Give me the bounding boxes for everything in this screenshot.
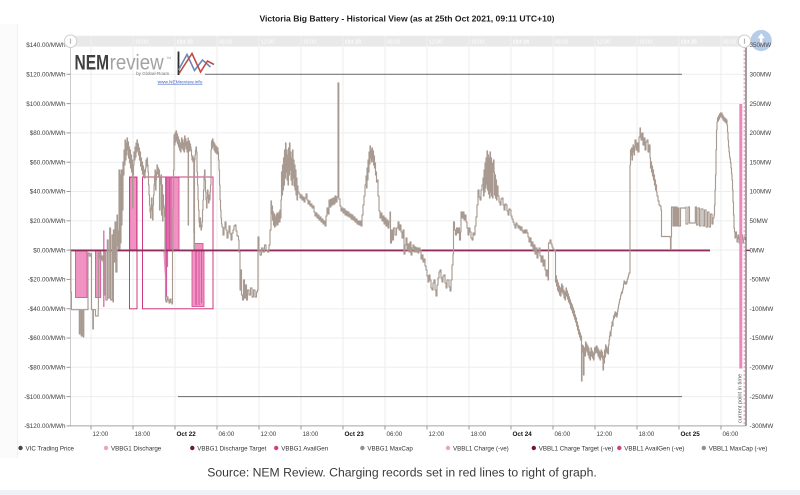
svg-text:VBBG1 Discharge Target: VBBG1 Discharge Target <box>197 445 266 452</box>
svg-text:150MW: 150MW <box>750 159 772 166</box>
svg-text:$60.00/MWh: $60.00/MWh <box>30 159 66 166</box>
svg-text:Source: NEM Review. Charging r: Source: NEM Review. Charging records set… <box>207 466 597 480</box>
svg-text:VBBG1 AvailGen: VBBG1 AvailGen <box>281 445 329 452</box>
svg-text:Oct 23: Oct 23 <box>345 431 365 438</box>
svg-text:18:00: 18:00 <box>471 431 487 438</box>
svg-text:12:00: 12:00 <box>429 39 442 45</box>
svg-text:-$100.00/MWh: -$100.00/MWh <box>24 394 66 401</box>
svg-text:$100.00/MWh: $100.00/MWh <box>26 101 66 108</box>
svg-text:VBBG1 MaxCap: VBBG1 MaxCap <box>367 445 413 452</box>
svg-text:12:00: 12:00 <box>597 39 610 45</box>
svg-text:-200MW: -200MW <box>750 365 774 372</box>
svg-text:06:00: 06:00 <box>219 431 235 438</box>
svg-text:06:00: 06:00 <box>555 39 568 45</box>
svg-text:$0.00/MWh: $0.00/MWh <box>33 247 66 254</box>
svg-text:Oct 25: Oct 25 <box>681 39 697 45</box>
svg-text:review: review <box>110 51 165 74</box>
svg-text:18:00: 18:00 <box>303 431 319 438</box>
svg-text:-250MW: -250MW <box>750 394 774 401</box>
svg-text:VBBG1 Discharge: VBBG1 Discharge <box>111 445 162 452</box>
svg-text:12:00: 12:00 <box>429 431 445 438</box>
svg-text:18:00: 18:00 <box>639 431 655 438</box>
svg-text:06:00: 06:00 <box>723 431 739 438</box>
svg-text:-150MW: -150MW <box>750 335 774 342</box>
svg-text:Oct 22: Oct 22 <box>177 431 197 438</box>
svg-text:www.NEMreview.info: www.NEMreview.info <box>158 79 203 85</box>
svg-text:VBBL1 MaxCap (-ve): VBBL1 MaxCap (-ve) <box>709 445 767 452</box>
svg-text:250MW: 250MW <box>750 101 772 108</box>
svg-text:$20.00/MWh: $20.00/MWh <box>30 218 66 225</box>
svg-text:$120.00/MWh: $120.00/MWh <box>26 72 66 79</box>
svg-text:Oct 22: Oct 22 <box>177 39 193 45</box>
svg-text:18:00: 18:00 <box>471 39 484 45</box>
svg-text:50MW: 50MW <box>750 218 768 225</box>
svg-text:18:00: 18:00 <box>303 39 316 45</box>
svg-text:Oct 24: Oct 24 <box>513 431 533 438</box>
svg-text:12:00: 12:00 <box>93 431 109 438</box>
svg-text:06:00: 06:00 <box>219 39 232 45</box>
svg-text:06:00: 06:00 <box>723 39 736 45</box>
svg-text:06:00: 06:00 <box>387 39 400 45</box>
svg-text:06:00: 06:00 <box>555 431 571 438</box>
svg-text:12:00: 12:00 <box>261 39 274 45</box>
svg-text:100MW: 100MW <box>750 189 772 196</box>
svg-text:18:00: 18:00 <box>135 39 148 45</box>
svg-text:-$80.00/MWh: -$80.00/MWh <box>28 365 66 372</box>
svg-text:$40.00/MWh: $40.00/MWh <box>30 189 66 196</box>
svg-text:-$120.00/MWh: -$120.00/MWh <box>24 423 66 430</box>
svg-text:current point in time: current point in time <box>738 374 744 423</box>
svg-text:350MW: 350MW <box>750 42 772 49</box>
svg-text:300MW: 300MW <box>750 72 772 79</box>
svg-text:0MW: 0MW <box>750 247 765 254</box>
svg-text:$80.00/MWh: $80.00/MWh <box>30 130 66 137</box>
svg-text:by Global-Roam: by Global-Roam <box>136 71 169 76</box>
svg-text:12:00: 12:00 <box>261 431 277 438</box>
svg-text:-$20.00/MWh: -$20.00/MWh <box>28 277 66 284</box>
svg-text:200MW: 200MW <box>750 130 772 137</box>
svg-text:Oct 24: Oct 24 <box>513 39 529 45</box>
svg-text:Victoria Big Battery - Histori: Victoria Big Battery - Historical View (… <box>259 14 554 24</box>
svg-text:-300MW: -300MW <box>750 423 774 430</box>
svg-text:18:00: 18:00 <box>639 39 652 45</box>
svg-text:12:00: 12:00 <box>597 431 613 438</box>
svg-text:-50MW: -50MW <box>750 277 770 284</box>
svg-text:06:00: 06:00 <box>387 431 403 438</box>
svg-text:VBBL1 Charge Target (-ve): VBBL1 Charge Target (-ve) <box>539 445 614 452</box>
svg-text:VBBL1 AvailGen (-ve): VBBL1 AvailGen (-ve) <box>624 445 684 452</box>
svg-text:VBBL1 Charge (-ve): VBBL1 Charge (-ve) <box>453 445 509 452</box>
svg-text:NEM: NEM <box>75 51 110 74</box>
svg-text:Oct 23: Oct 23 <box>345 39 361 45</box>
svg-text:-$40.00/MWh: -$40.00/MWh <box>28 306 66 313</box>
svg-text:-$60.00/MWh: -$60.00/MWh <box>28 335 66 342</box>
svg-text:$140.00/MWh: $140.00/MWh <box>26 42 66 49</box>
svg-text:™: ™ <box>166 57 172 63</box>
svg-text:Oct 25: Oct 25 <box>681 431 701 438</box>
svg-text:-100MW: -100MW <box>750 306 774 313</box>
svg-text:VIC Trading Price: VIC Trading Price <box>26 445 75 452</box>
svg-text:18:00: 18:00 <box>135 431 151 438</box>
